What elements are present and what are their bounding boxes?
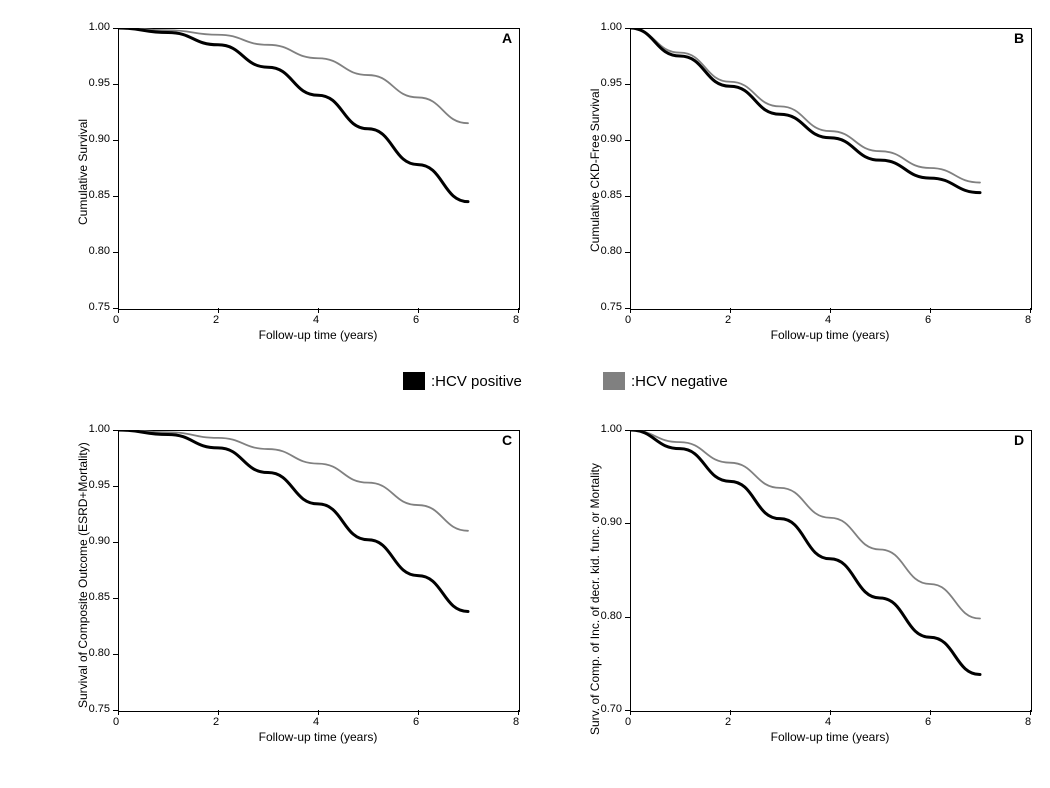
x-tick-label: 8 bbox=[513, 716, 519, 728]
x-tick bbox=[518, 308, 519, 313]
x-axis-label: Follow-up time (years) bbox=[118, 328, 518, 342]
x-tick bbox=[518, 710, 519, 715]
y-tick-label: 0.75 bbox=[70, 301, 110, 313]
y-tick-label: 1.00 bbox=[582, 423, 622, 435]
x-tick bbox=[118, 710, 119, 715]
legend-text: :HCV negative bbox=[631, 373, 728, 390]
legend-swatch bbox=[403, 372, 425, 390]
x-tick-label: 0 bbox=[113, 314, 119, 326]
series-negative bbox=[118, 28, 468, 123]
x-tick-label: 6 bbox=[413, 716, 419, 728]
x-tick-label: 4 bbox=[825, 716, 831, 728]
x-tick-label: 6 bbox=[925, 716, 931, 728]
x-tick-label: 8 bbox=[1025, 716, 1031, 728]
x-tick bbox=[730, 308, 731, 313]
legend-item-negative: :HCV negative bbox=[603, 372, 728, 390]
x-tick bbox=[218, 710, 219, 715]
x-tick bbox=[630, 308, 631, 313]
y-axis-label: Cumulative Survival bbox=[76, 119, 90, 225]
x-tick bbox=[418, 308, 419, 313]
x-tick bbox=[118, 308, 119, 313]
legend-text: :HCV positive bbox=[431, 373, 522, 390]
y-tick-label: 1.00 bbox=[70, 423, 110, 435]
panel-c: C0.750.800.850.900.951.0002468Follow-up … bbox=[58, 420, 528, 750]
x-tick-label: 6 bbox=[413, 314, 419, 326]
panel-d: D0.700.800.901.0002468Follow-up time (ye… bbox=[570, 420, 1040, 750]
x-tick bbox=[218, 308, 219, 313]
x-tick-label: 4 bbox=[313, 716, 319, 728]
x-tick-label: 4 bbox=[825, 314, 831, 326]
series-negative bbox=[630, 28, 980, 183]
series-negative bbox=[630, 430, 980, 619]
legend-item-positive: :HCV positive bbox=[403, 372, 522, 390]
y-tick-label: 0.95 bbox=[70, 77, 110, 89]
series-negative bbox=[118, 430, 468, 531]
y-tick-label: 1.00 bbox=[582, 21, 622, 33]
x-axis-label: Follow-up time (years) bbox=[118, 730, 518, 744]
y-axis-label: Cumulative CKD-Free Survival bbox=[588, 89, 602, 252]
x-tick-label: 2 bbox=[213, 716, 219, 728]
x-tick bbox=[318, 710, 319, 715]
x-tick-label: 0 bbox=[625, 314, 631, 326]
legend-swatch bbox=[603, 372, 625, 390]
figure-container: A0.750.800.850.900.951.0002468Follow-up … bbox=[0, 0, 1050, 788]
curve-svg bbox=[118, 430, 518, 710]
x-tick bbox=[1030, 710, 1031, 715]
curve-svg bbox=[118, 28, 518, 308]
panel-a: A0.750.800.850.900.951.0002468Follow-up … bbox=[58, 18, 528, 348]
panel-b: B0.750.800.850.900.951.0002468Follow-up … bbox=[570, 18, 1040, 348]
x-tick-label: 2 bbox=[725, 314, 731, 326]
x-axis-label: Follow-up time (years) bbox=[630, 730, 1030, 744]
x-tick-label: 2 bbox=[213, 314, 219, 326]
x-tick-label: 6 bbox=[925, 314, 931, 326]
x-tick-label: 2 bbox=[725, 716, 731, 728]
x-tick-label: 4 bbox=[313, 314, 319, 326]
x-tick bbox=[1030, 308, 1031, 313]
x-tick bbox=[418, 710, 419, 715]
x-axis-label: Follow-up time (years) bbox=[630, 328, 1030, 342]
series-positive bbox=[118, 28, 468, 202]
x-tick-label: 0 bbox=[625, 716, 631, 728]
x-tick bbox=[830, 710, 831, 715]
x-tick bbox=[318, 308, 319, 313]
x-tick bbox=[730, 710, 731, 715]
x-tick-label: 8 bbox=[513, 314, 519, 326]
y-tick-label: 1.00 bbox=[70, 21, 110, 33]
curve-svg bbox=[630, 28, 1030, 308]
y-axis-label: Survival of Composite Outcome (ESRD+Mort… bbox=[76, 442, 90, 708]
y-tick-label: 0.95 bbox=[582, 77, 622, 89]
series-positive bbox=[630, 430, 980, 675]
x-tick bbox=[930, 308, 931, 313]
y-tick-label: 0.80 bbox=[70, 245, 110, 257]
y-tick-label: 0.75 bbox=[582, 301, 622, 313]
y-axis-label: Surv. of Comp. of Inc. of decr. kid. fun… bbox=[588, 463, 602, 735]
x-tick bbox=[830, 308, 831, 313]
x-tick bbox=[630, 710, 631, 715]
curve-svg bbox=[630, 430, 1030, 710]
x-tick bbox=[930, 710, 931, 715]
x-tick-label: 0 bbox=[113, 716, 119, 728]
x-tick-label: 8 bbox=[1025, 314, 1031, 326]
